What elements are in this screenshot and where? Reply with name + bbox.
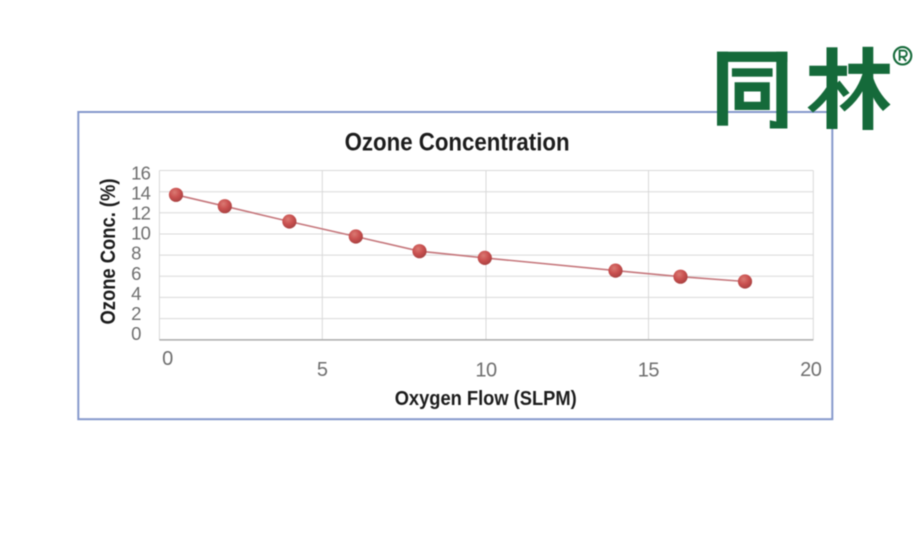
svg-text:15: 15 bbox=[638, 359, 660, 381]
svg-text:4: 4 bbox=[131, 283, 141, 304]
svg-text:Oxygen Flow (SLPM): Oxygen Flow (SLPM) bbox=[395, 387, 577, 410]
svg-text:Ozone Concentration: Ozone Concentration bbox=[345, 129, 570, 157]
svg-text:5: 5 bbox=[317, 359, 328, 381]
svg-text:0: 0 bbox=[162, 348, 173, 370]
svg-text:12: 12 bbox=[131, 203, 150, 224]
svg-text:16: 16 bbox=[131, 162, 150, 183]
svg-text:8: 8 bbox=[131, 243, 141, 264]
svg-text:0: 0 bbox=[131, 323, 141, 344]
svg-text:10: 10 bbox=[475, 359, 497, 381]
svg-text:10: 10 bbox=[131, 223, 150, 244]
svg-text:20: 20 bbox=[800, 359, 822, 381]
svg-text:6: 6 bbox=[131, 263, 141, 284]
svg-text:2: 2 bbox=[131, 303, 141, 324]
svg-text:14: 14 bbox=[131, 182, 150, 203]
svg-text:Ozone Conc. (%): Ozone Conc. (%) bbox=[97, 179, 120, 325]
